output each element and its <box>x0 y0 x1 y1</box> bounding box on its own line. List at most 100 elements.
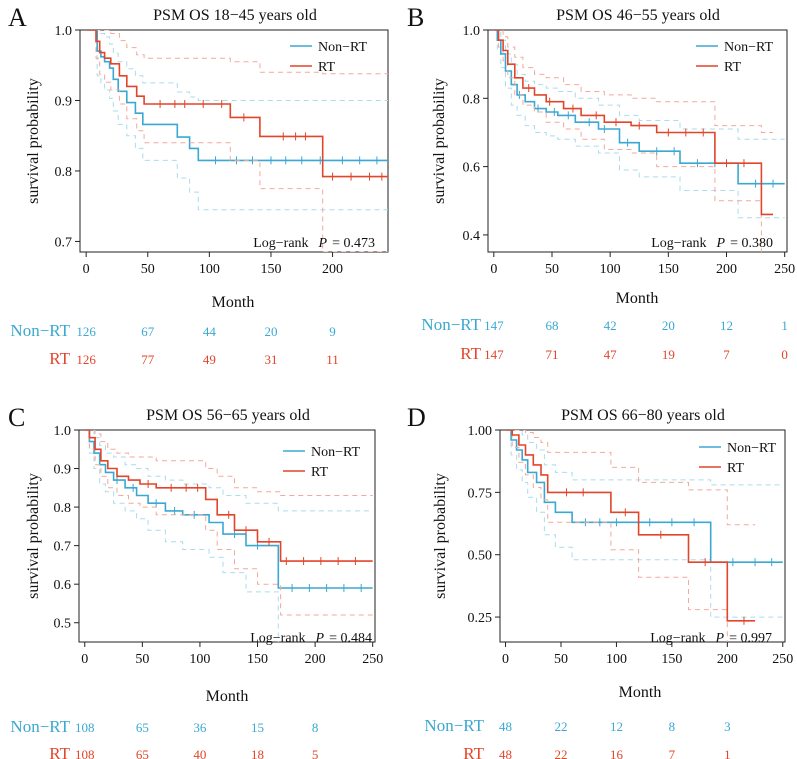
risk-count: 126 <box>76 352 96 367</box>
x-tick-label: 150 <box>260 262 281 277</box>
x-axis-label: Month <box>616 290 659 307</box>
risk-count: 31 <box>264 352 277 367</box>
y-tick-label: 1.0 <box>54 424 72 439</box>
logrank-p-value: = 0.380 <box>730 236 773 251</box>
logrank-p-value: = 0.997 <box>729 631 772 646</box>
logrank-prefix: Log−rank <box>250 631 305 646</box>
risk-count: 5 <box>312 747 319 759</box>
risk-count: 7 <box>669 747 676 759</box>
legend-label: RT <box>727 461 744 476</box>
km-panel-b: B PSM OS 46−55 years old 0.4 0.6 0.8 1.0 0 50 10… <box>399 0 797 380</box>
y-tick-label: 0.25 <box>468 611 493 626</box>
risk-count: 68 <box>545 318 558 333</box>
logrank-annotation: Log−rank P = 0.380 <box>651 236 773 251</box>
y-tick-label: 0.6 <box>54 578 72 593</box>
ci-lower-line <box>493 30 785 219</box>
risk-row-label: RT <box>49 744 70 759</box>
risk-count: 126 <box>76 324 96 339</box>
x-tick-label: 250 <box>772 652 793 667</box>
survival-curve <box>505 430 783 563</box>
x-tick-label: 0 <box>83 262 90 277</box>
plot-frame <box>78 429 376 643</box>
survival-curve <box>493 30 773 216</box>
y-tick-label: 0.7 <box>55 235 73 250</box>
risk-count: 48 <box>499 747 512 759</box>
risk-count: 20 <box>264 324 277 339</box>
y-tick-label: 1.0 <box>463 24 481 39</box>
logrank-annotation: Log−rank P = 0.997 <box>650 631 772 646</box>
y-axis-label: survival probability <box>25 78 42 204</box>
x-tick-label: 50 <box>135 652 149 667</box>
risk-count: 22 <box>554 747 567 759</box>
logrank-p-value: = 0.484 <box>329 631 372 646</box>
logrank-p-label: P <box>716 236 726 251</box>
y-axis-label: survival probability <box>431 78 448 204</box>
x-tick-label: 100 <box>189 652 210 667</box>
risk-count: 8 <box>312 720 319 735</box>
risk-count: 7 <box>723 347 730 362</box>
risk-count: 3 <box>724 719 731 734</box>
ci-lower-line <box>84 430 373 616</box>
x-tick-label: 250 <box>362 652 383 667</box>
legend-label: RT <box>318 60 335 75</box>
y-axis-label: survival probability <box>432 473 449 599</box>
y-tick-label: 0.50 <box>468 549 493 564</box>
legend-label: Non−RT <box>727 441 777 456</box>
y-tick-label: 0.6 <box>463 161 481 176</box>
risk-count: 20 <box>662 318 675 333</box>
risk-count: 1 <box>781 318 788 333</box>
ci-lower-line <box>493 30 762 252</box>
panel-letter: D <box>407 403 426 432</box>
logrank-p-label: P <box>715 631 725 646</box>
risk-count: 44 <box>203 324 217 339</box>
risk-count: 11 <box>326 352 339 367</box>
risk-row-label: RT <box>463 744 484 759</box>
ci-lower-line <box>86 30 388 211</box>
plot-area <box>86 30 388 252</box>
legend-label: Non−RT <box>311 445 361 460</box>
survival-curve <box>84 430 373 589</box>
plot-frame <box>499 429 786 643</box>
risk-count: 77 <box>141 352 155 367</box>
risk-row-label: Non−RT <box>10 321 70 340</box>
ci-upper-line <box>86 30 388 101</box>
risk-count: 147 <box>484 318 504 333</box>
survival-curve <box>86 30 388 178</box>
risk-count: 65 <box>136 720 149 735</box>
risk-row-label: Non−RT <box>424 716 484 735</box>
x-tick-label: 250 <box>774 262 795 277</box>
km-panel-c: C PSM OS 56−65 years old 0.5 0.6 0.7 0.8 0.9 1.… <box>0 380 398 759</box>
risk-count: 12 <box>720 318 733 333</box>
risk-count: 147 <box>484 347 504 362</box>
risk-row-label: RT <box>460 344 481 363</box>
risk-count: 49 <box>203 352 216 367</box>
risk-count: 8 <box>669 719 676 734</box>
x-tick-label: 100 <box>600 262 621 277</box>
legend-label: Non−RT <box>318 40 368 55</box>
legend-label: RT <box>311 465 328 480</box>
chart-title: PSM OS 18−45 years old <box>153 7 317 24</box>
y-tick-label: 0.5 <box>54 617 72 632</box>
risk-count: 36 <box>193 720 207 735</box>
risk-count: 48 <box>499 719 512 734</box>
risk-count: 40 <box>193 747 206 759</box>
y-axis-label: survival probability <box>25 473 42 599</box>
risk-row-label: Non−RT <box>10 717 70 736</box>
logrank-p-label: P <box>315 631 325 646</box>
risk-count: 12 <box>610 719 623 734</box>
km-chart-d: D PSM OS 66−80 years old 0.25 0.50 0.75 1.00 0… <box>407 403 793 759</box>
x-tick-label: 50 <box>141 262 155 277</box>
risk-count: 65 <box>136 747 149 759</box>
ci-upper-line <box>505 430 783 486</box>
x-tick-label: 200 <box>717 652 738 667</box>
risk-count: 0 <box>781 347 788 362</box>
risk-count: 42 <box>604 318 617 333</box>
x-tick-label: 50 <box>554 652 568 667</box>
risk-count: 22 <box>554 719 567 734</box>
km-panel-a: A PSM OS 18−45 years old 0.7 0.8 0.9 1.0 0 50 10… <box>0 0 398 380</box>
logrank-prefix: Log−rank <box>253 236 308 251</box>
logrank-prefix: Log−rank <box>651 236 706 251</box>
risk-count: 15 <box>251 720 264 735</box>
risk-count: 108 <box>75 747 95 759</box>
